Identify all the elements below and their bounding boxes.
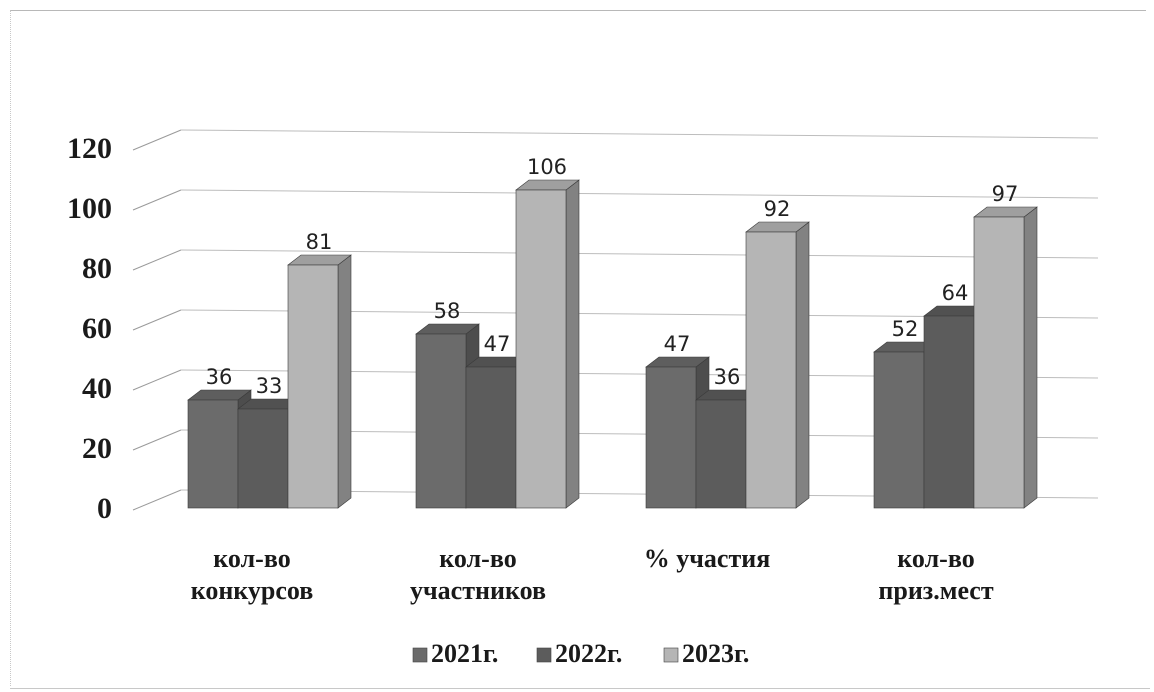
bar-side-face: [1023, 206, 1038, 509]
chart-frame: [10, 10, 1146, 686]
legend-label-1: 2022г.: [555, 639, 622, 668]
bar-front-face: [287, 264, 339, 509]
category-label-line: кол-во: [213, 544, 290, 573]
category-label-line: конкурсов: [191, 576, 314, 605]
data-label-2022г.-3: 64: [942, 281, 969, 305]
data-label-2023г.-1: 106: [527, 155, 567, 179]
category-label-1: кол-во участников: [410, 544, 546, 605]
bar-side-face: [565, 179, 580, 509]
category-label-2: % участия: [644, 544, 771, 573]
gridline-depth-100: [132, 189, 182, 211]
category-label-3: кол-во приз.мест: [878, 544, 993, 605]
bar-2023г.-2: [745, 221, 810, 509]
bar-2023г.-3: [973, 206, 1038, 509]
legend-label-0: 2021г.: [431, 639, 498, 668]
bars: [187, 179, 1038, 509]
legend-swatch-1: [536, 647, 552, 663]
gridline-100: [180, 189, 1099, 199]
legend: 2021г. 2022г. 2023г.: [412, 639, 749, 668]
data-label-2023г.-2: 92: [764, 197, 791, 221]
bar-front-face: [187, 399, 239, 509]
bar-front-face: [515, 189, 567, 509]
category-label-line: кол-во: [897, 544, 974, 573]
data-label-2021г.-3: 52: [892, 317, 919, 341]
gridline-120: [180, 129, 1099, 139]
y-tick-label-40: 40: [82, 372, 112, 405]
gridline-depth-60: [132, 309, 182, 331]
y-tick-label-100: 100: [67, 192, 112, 225]
category-label-line: участников: [410, 576, 546, 605]
bar-front-face: [873, 351, 925, 509]
bar-2023г.-0: [287, 254, 352, 509]
bar-front-face: [237, 408, 289, 509]
bar-front-face: [465, 366, 517, 509]
y-tick-label-0: 0: [97, 492, 112, 525]
data-label-2022г.-2: 36: [714, 365, 741, 389]
chart-frame-bottom-edge: [10, 688, 1150, 689]
category-label-line: % участия: [644, 544, 771, 573]
legend-label-2: 2023г.: [682, 639, 749, 668]
gridline-depth-80: [132, 249, 182, 271]
y-axis-ticks: 0 20 40 60 80 100 120: [67, 132, 112, 525]
bar-front-face: [415, 333, 467, 509]
category-label-line: кол-во: [439, 544, 516, 573]
gridline-depth-0: [132, 489, 182, 511]
bar-side-face: [337, 254, 352, 509]
data-label-2023г.-3: 97: [992, 182, 1019, 206]
data-label-2023г.-0: 81: [306, 230, 333, 254]
gridline-depth-20: [132, 429, 182, 451]
data-label-2022г.-1: 47: [484, 332, 511, 356]
data-label-2021г.-1: 58: [434, 299, 461, 323]
y-tick-label-20: 20: [82, 432, 112, 465]
bar-front-face: [973, 216, 1025, 509]
bar-side-face: [795, 221, 810, 509]
category-label-0: кол-во конкурсов: [191, 544, 314, 605]
y-tick-label-120: 120: [67, 132, 112, 165]
y-tick-label-60: 60: [82, 312, 112, 345]
bar-front-face: [645, 366, 697, 509]
category-label-line: приз.мест: [878, 576, 993, 605]
bar-front-face: [695, 399, 747, 509]
legend-swatch-2: [663, 647, 679, 663]
bar-front-face: [745, 231, 797, 509]
legend-swatch-0: [412, 647, 428, 663]
gridline-80: [180, 249, 1099, 259]
gridline-depth-120: [132, 129, 182, 151]
data-label-2022г.-0: 33: [256, 374, 283, 398]
data-label-2021г.-2: 47: [664, 332, 691, 356]
y-tick-label-80: 80: [82, 252, 112, 285]
gridline-depth-40: [132, 369, 182, 391]
bar-front-face: [923, 315, 975, 509]
data-label-2021г.-0: 36: [206, 365, 233, 389]
bar-2023г.-1: [515, 179, 580, 509]
data-labels: 36 33 81 58 47 106 47 36 92 52 64 97: [206, 155, 1019, 398]
x-axis-categories: кол-во конкурсов кол-во участников % участия…: [191, 544, 994, 605]
